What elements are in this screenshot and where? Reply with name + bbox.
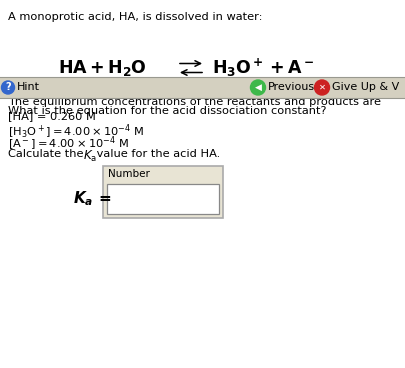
Circle shape [314,80,329,95]
Bar [0,77,405,98]
Text: Previous: Previous [267,82,314,92]
Text: Give Up & V: Give Up & V [331,82,398,92]
Text: $\bfit{K}_a\,=$: $\bfit{K}_a\,=$ [73,189,111,208]
Text: value for the acid HA.: value for the acid HA. [93,149,220,159]
Text: [HA] = 0.260 M: [HA] = 0.260 M [8,111,96,121]
Text: $\mathrm{[H_3O^+] = 4.00 \times 10^{-4}\ M}$: $\mathrm{[H_3O^+] = 4.00 \times 10^{-4}\… [8,123,144,141]
Text: $\bf{H_3O^+ + A^-}$: $\bf{H_3O^+ + A^-}$ [211,57,313,79]
Text: The equilibrium concentrations of the reactants and products are: The equilibrium concentrations of the re… [8,97,380,107]
Circle shape [250,80,265,95]
Text: ?: ? [5,82,11,92]
Text: Calculate the: Calculate the [8,149,87,159]
Text: Hint: Hint [17,82,40,92]
Text: $K_\mathrm{a}$: $K_\mathrm{a}$ [83,149,97,164]
Text: A monoprotic acid, HA, is dissolved in water:: A monoprotic acid, HA, is dissolved in w… [8,12,262,22]
Bar [107,184,218,214]
Text: ✕: ✕ [318,83,325,92]
Text: What is the equation for the acid dissociation constant?: What is the equation for the acid dissoc… [8,106,326,116]
Circle shape [2,81,15,94]
Text: $\bf{HA + H_2O}$: $\bf{HA + H_2O}$ [58,58,147,78]
Text: $\mathrm{[A^-] = 4.00 \times 10^{-4}\ M}$: $\mathrm{[A^-] = 4.00 \times 10^{-4}\ M}… [8,135,129,153]
Text: Number: Number [108,169,149,179]
Bar [103,166,222,218]
Text: ◀: ◀ [254,83,261,92]
